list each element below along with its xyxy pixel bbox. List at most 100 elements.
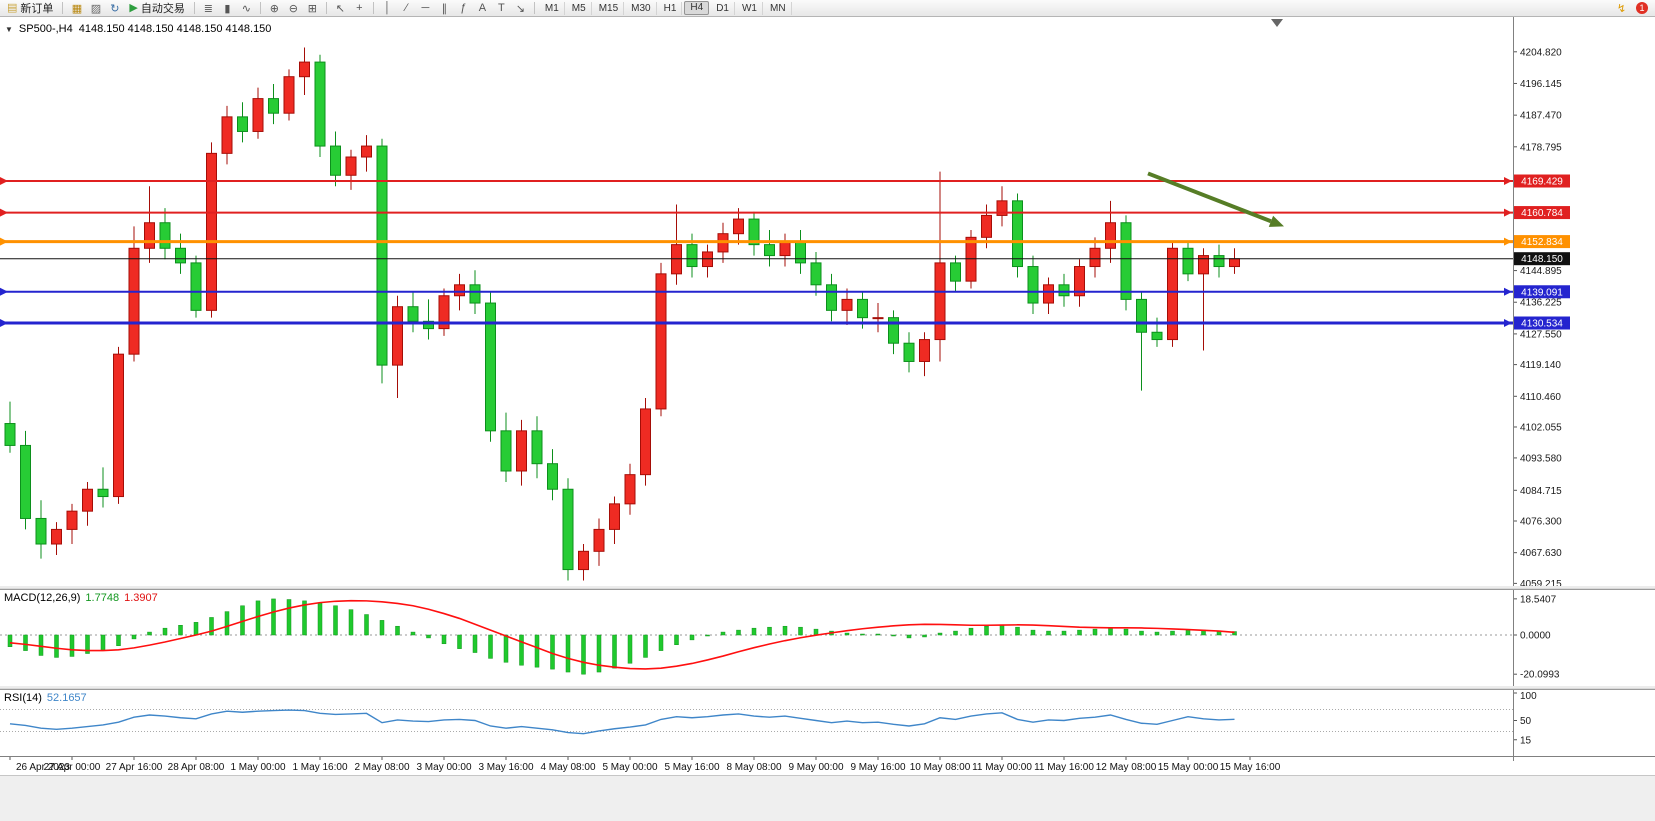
timeframe-m30-button[interactable]: M30 [626, 1, 657, 15]
cursor-icon[interactable]: ↖ [332, 1, 349, 16]
pane-separator[interactable] [0, 586, 1655, 590]
macd-histogram [7, 598, 1237, 675]
svg-text:5 May 16:00: 5 May 16:00 [664, 762, 719, 773]
toolbar-separator [372, 2, 374, 14]
print-icon[interactable]: ▨ [87, 1, 104, 16]
main-chart-pane[interactable]: ▼ SP500-,H4 4148.150 4148.150 4148.150 4… [0, 17, 1655, 586]
svg-text:15: 15 [1520, 735, 1532, 746]
svg-text:4084.715: 4084.715 [1520, 486, 1562, 497]
chart-ohlc-header: ▼ SP500-,H4 4148.150 4148.150 4148.150 4… [5, 23, 271, 35]
hline-left-marker [0, 177, 8, 186]
svg-text:4139.091: 4139.091 [1521, 287, 1563, 298]
equidistant-channel-icon[interactable]: ∥ [436, 1, 453, 16]
time-axis[interactable]: 26 Apr 2023 27 Apr 00:00 27 Apr 16:00 28 Ap… [0, 756, 1655, 775]
macd-signal-line [9, 599, 1235, 670]
timeframe-d1-button[interactable]: D1 [711, 1, 735, 15]
horizontal-line-icon[interactable]: ─ [417, 1, 434, 16]
svg-text:4119.140: 4119.140 [1520, 360, 1561, 371]
svg-text:4196.145: 4196.145 [1520, 79, 1562, 90]
pane-separator[interactable] [0, 686, 1655, 690]
macd-chart-svg[interactable]: 18.5407 0.0000 -20.0993 [0, 590, 1655, 686]
arrows-icon: ↘ [515, 2, 525, 15]
svg-text:4160.784: 4160.784 [1521, 208, 1563, 219]
svg-text:0.0000: 0.0000 [1520, 631, 1551, 642]
crosshair-icon[interactable]: + [351, 1, 368, 16]
line-chart-icon[interactable]: ∿ [238, 1, 255, 16]
trend-arrow-head [1268, 215, 1284, 227]
zoom-in-icon[interactable]: ⊕ [266, 1, 283, 16]
tile-windows-icon[interactable]: ⊞ [304, 1, 321, 16]
timeframe-m15-button[interactable]: M15 [594, 1, 625, 15]
zoom-in-icon: ⊕ [269, 2, 279, 15]
fibonacci-icon[interactable]: ƒ [455, 1, 472, 16]
rsi-value: 52.1657 [46, 692, 87, 704]
rsi-label: RSI(14) 52.1657 [4, 692, 87, 704]
rsi-name: RSI(14) [4, 692, 42, 704]
macd-main-value: 1.7748 [85, 592, 120, 604]
vertical-line-icon[interactable]: │ [379, 1, 396, 16]
alert-icon[interactable]: ↯ [1613, 1, 1630, 16]
svg-text:4076.300: 4076.300 [1520, 517, 1562, 528]
svg-text:15 May 00:00: 15 May 00:00 [1158, 762, 1219, 773]
macd-name: MACD(12,26,9) [4, 592, 81, 604]
svg-text:15 May 16:00: 15 May 16:00 [1220, 762, 1281, 773]
candlestick-chart-icon[interactable]: ▮ [219, 1, 236, 16]
timeframe-m1-button[interactable]: M1 [540, 1, 565, 15]
hline-left-marker [0, 237, 8, 246]
macd-label: MACD(12,26,9) 1.7748 1.3907 [4, 592, 158, 604]
text-icon[interactable]: A [474, 1, 491, 16]
macd-pane[interactable]: MACD(12,26,9) 1.7748 1.3907 18.5407 0.000… [0, 590, 1655, 686]
timeframe-mn-button[interactable]: MN [765, 1, 792, 15]
svg-text:4130.534: 4130.534 [1521, 319, 1563, 330]
hline-right-marker [1504, 237, 1512, 246]
new-order-icon: ▤ [7, 1, 18, 14]
svg-text:4093.580: 4093.580 [1520, 453, 1562, 464]
zoom-out-icon: ⊖ [288, 2, 298, 15]
timeframe-m5-button[interactable]: M5 [567, 1, 592, 15]
svg-text:12 May 08:00: 12 May 08:00 [1096, 762, 1157, 773]
toolbar-separator [259, 2, 261, 14]
line-chart-icon: ∿ [241, 2, 251, 15]
equidistant-channel-icon: ∥ [441, 2, 448, 15]
svg-text:4136.225: 4136.225 [1520, 298, 1562, 309]
charts-icon[interactable]: ▦ [68, 1, 85, 16]
svg-text:4059.215: 4059.215 [1520, 579, 1562, 586]
svg-text:1 May 16:00: 1 May 16:00 [292, 762, 347, 773]
svg-text:8 May 08:00: 8 May 08:00 [726, 762, 781, 773]
bar-chart-icon: ≣ [203, 2, 213, 15]
chart-shift-marker [1271, 19, 1283, 27]
rsi-pane[interactable]: RSI(14) 52.1657 100 50 15 [0, 690, 1655, 756]
rsi-chart-svg[interactable]: 100 50 15 [0, 690, 1655, 756]
svg-text:50: 50 [1520, 716, 1532, 727]
svg-text:9 May 16:00: 9 May 16:00 [850, 762, 905, 773]
new-order-button[interactable]: ▤ 新订单 [3, 1, 57, 16]
notification-badge[interactable]: 1 [1636, 2, 1648, 14]
fibonacci-icon: ƒ [460, 2, 467, 14]
svg-text:4067.630: 4067.630 [1520, 548, 1562, 559]
arrows-icon[interactable]: ↘ [512, 1, 529, 16]
price-chart-svg[interactable]: 4204.820 4196.145 4187.470 4178.795 4144.895… [0, 17, 1655, 586]
vertical-line-icon: │ [383, 2, 391, 14]
hline-left-marker [0, 319, 8, 328]
svg-text:27 Apr 16:00: 27 Apr 16:00 [106, 762, 163, 773]
one-click-trading-expander[interactable]: ▼ [5, 24, 13, 34]
svg-text:3 May 00:00: 3 May 00:00 [416, 762, 471, 773]
timeframe-w1-button[interactable]: W1 [737, 1, 763, 15]
refresh-icon[interactable]: ↻ [106, 1, 123, 16]
label-icon[interactable]: T [493, 1, 510, 16]
svg-text:4187.470: 4187.470 [1520, 111, 1562, 122]
bar-chart-icon[interactable]: ≣ [200, 1, 217, 16]
svg-text:18.5407: 18.5407 [1520, 594, 1557, 605]
svg-text:4144.895: 4144.895 [1520, 266, 1562, 277]
chart-symbol-period: SP500-,H4 [18, 23, 73, 35]
charts-icon: ▦ [71, 2, 83, 15]
timeframe-h4-button[interactable]: H4 [684, 1, 710, 15]
auto-trading-button[interactable]: ▶ 自动交易 [125, 1, 188, 16]
svg-text:4127.550: 4127.550 [1520, 329, 1562, 340]
svg-text:2 May 08:00: 2 May 08:00 [354, 762, 409, 773]
print-icon: ▨ [90, 2, 102, 15]
timeframe-h1-button[interactable]: H1 [659, 1, 683, 15]
zoom-out-icon[interactable]: ⊖ [285, 1, 302, 16]
trendline-icon[interactable]: ∕ [398, 1, 415, 16]
